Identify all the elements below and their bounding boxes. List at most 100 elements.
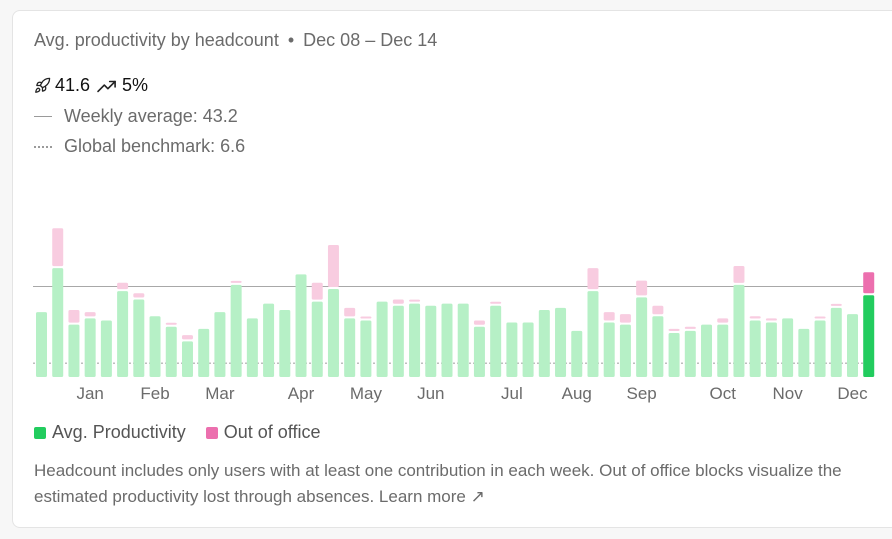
trend-up-icon (96, 77, 118, 95)
card-title: Avg. productivity by headcount • Dec 08 … (34, 30, 437, 51)
productivity-bar (327, 289, 339, 377)
global-benchmark-legend: Global benchmark: 6.6 (34, 136, 245, 157)
out-of-office-bar (636, 280, 648, 296)
out-of-office-bar (749, 316, 761, 319)
out-of-office-bar (814, 316, 826, 319)
productivity-swatch (34, 426, 46, 439)
out-of-office-bar (765, 318, 777, 321)
month-tick-label: Dec (837, 384, 868, 403)
month-tick-label: Sep (627, 384, 657, 403)
productivity-bar (100, 320, 112, 377)
month-tick-label: Jan (76, 384, 103, 403)
productivity-bar (52, 268, 64, 377)
month-tick-label: Feb (140, 384, 169, 403)
global-benchmark-label: Global benchmark: 6.6 (64, 136, 246, 156)
out-of-office-bar (684, 326, 696, 329)
legend-productivity-label: Avg. Productivity (52, 422, 186, 442)
out-of-office-bar (181, 335, 193, 340)
legend-item-out-of-office[interactable]: Out of office (205, 422, 321, 443)
out-of-office-bar (603, 312, 615, 321)
month-tick-label: Aug (562, 384, 592, 403)
out-of-office-bar (392, 299, 404, 304)
month-tick-label: Apr (288, 384, 315, 403)
productivity-bar (133, 299, 145, 377)
kpi-summary: 41.6 5% (34, 75, 148, 96)
productivity-bar (603, 322, 615, 377)
productivity-bar (749, 320, 761, 377)
out-of-office-bar (652, 305, 664, 315)
footnote: Headcount includes only users with at le… (34, 458, 864, 510)
productivity-bar (668, 333, 680, 377)
productivity-bar (863, 295, 875, 377)
kpi-value: 41.6 (55, 75, 91, 95)
kpi-change: 5% (122, 75, 149, 95)
out-of-office-bar (344, 307, 356, 317)
productivity-bar (798, 328, 810, 377)
series-legend: Avg. Productivity Out of office (34, 422, 340, 443)
productivity-bar (701, 324, 713, 377)
productivity-bar (733, 284, 745, 377)
month-tick-label: Oct (710, 384, 737, 403)
productivity-bar (263, 303, 275, 377)
productivity-bar (165, 326, 177, 377)
productivity-bar (619, 324, 631, 377)
legend-item-productivity[interactable]: Avg. Productivity (34, 422, 186, 443)
out-of-office-bar (165, 322, 177, 325)
out-of-office-bar (327, 245, 339, 288)
month-tick-label: Mar (205, 384, 235, 403)
productivity-bar (571, 330, 583, 377)
out-of-office-bar (68, 309, 80, 323)
productivity-bar (847, 314, 858, 377)
productivity-bar (360, 320, 372, 377)
date-range: Dec 08 – Dec 14 (303, 30, 438, 50)
out-of-office-bar (52, 228, 64, 267)
out-of-office-bar (360, 316, 372, 319)
productivity-bar (230, 284, 242, 377)
productivity-bar (717, 324, 729, 377)
productivity-bar (473, 326, 485, 377)
out-of-office-bar (863, 272, 875, 294)
month-tick-label: May (350, 384, 383, 403)
productivity-bar (84, 318, 96, 377)
productivity-bar (198, 328, 210, 377)
out-of-office-bar (84, 312, 96, 317)
productivity-bar (425, 305, 437, 377)
learn-more-link[interactable]: Learn more ↗ (378, 487, 485, 506)
month-tick-label: Jun (417, 384, 444, 403)
dotted-line-swatch (34, 145, 52, 148)
productivity-bar (522, 322, 534, 377)
productivity-bar (587, 291, 599, 377)
out-of-office-bar (230, 280, 242, 283)
productivity-bar (441, 303, 453, 377)
productivity-bar (344, 318, 356, 377)
productivity-bar (117, 291, 129, 377)
out-of-office-bar (117, 282, 129, 290)
legend-out-of-office-label: Out of office (223, 422, 321, 442)
productivity-bar (246, 318, 258, 377)
productivity-bar (392, 305, 404, 377)
productivity-bar (636, 297, 648, 377)
productivity-bar (814, 320, 826, 377)
productivity-chart: Jan Feb Mar Apr May Jun Jul Aug Sep Oct Nov Dec (33, 228, 875, 403)
productivity-bar (684, 330, 696, 377)
weekly-average-legend: Weekly average: 43.2 (34, 106, 238, 127)
productivity-bar (782, 318, 794, 377)
weekly-average-label: Weekly average: 43.2 (64, 106, 238, 126)
rocket-icon (34, 77, 51, 94)
productivity-bar (409, 303, 421, 377)
productivity-bar (376, 301, 388, 377)
productivity-bar (490, 305, 502, 377)
productivity-bar (279, 309, 291, 377)
productivity-bar (765, 322, 777, 377)
out-of-office-bar (733, 265, 745, 283)
month-tick-label: Nov (773, 384, 804, 403)
productivity-bar (68, 324, 80, 377)
out-of-office-bar (133, 293, 145, 298)
productivity-bar (555, 307, 567, 377)
out-of-office-bar (409, 299, 421, 302)
out-of-office-bar (587, 268, 599, 290)
out-of-office-bar (490, 301, 502, 304)
productivity-bar (652, 316, 664, 377)
solid-line-swatch (34, 116, 52, 117)
out-of-office-swatch (205, 426, 218, 439)
